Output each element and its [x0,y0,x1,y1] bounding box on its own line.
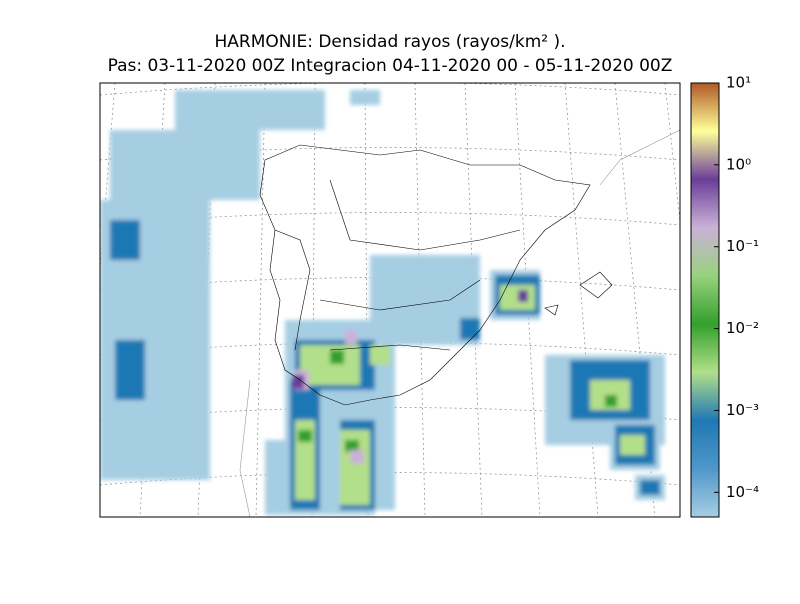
colorbar-tick-label: 10⁻⁴ [726,483,759,501]
map-area [100,83,680,517]
map-title: HARMONIE: Densidad rayos (rayos/km² ). [214,32,565,52]
map-frame [99,82,681,518]
density-field [100,90,665,515]
colorbar-tick-label: 10⁻² [726,319,759,337]
coastlines [239,129,680,517]
colorbar-scale [690,82,720,518]
colorbar-tick-label: 10⁻¹ [726,237,759,255]
colorbar: 10¹ 10⁰ 10⁻¹ 10⁻² 10⁻³ 10⁻⁴ [690,74,759,518]
colorbar-tick-label: 10¹ [726,74,751,92]
colorbar-tick-label: 10⁰ [726,155,751,173]
colorbar-tick-label: 10⁻³ [726,401,759,419]
map-subtitle: Pas: 03-11-2020 00Z Integracion 04-11-20… [108,56,673,76]
